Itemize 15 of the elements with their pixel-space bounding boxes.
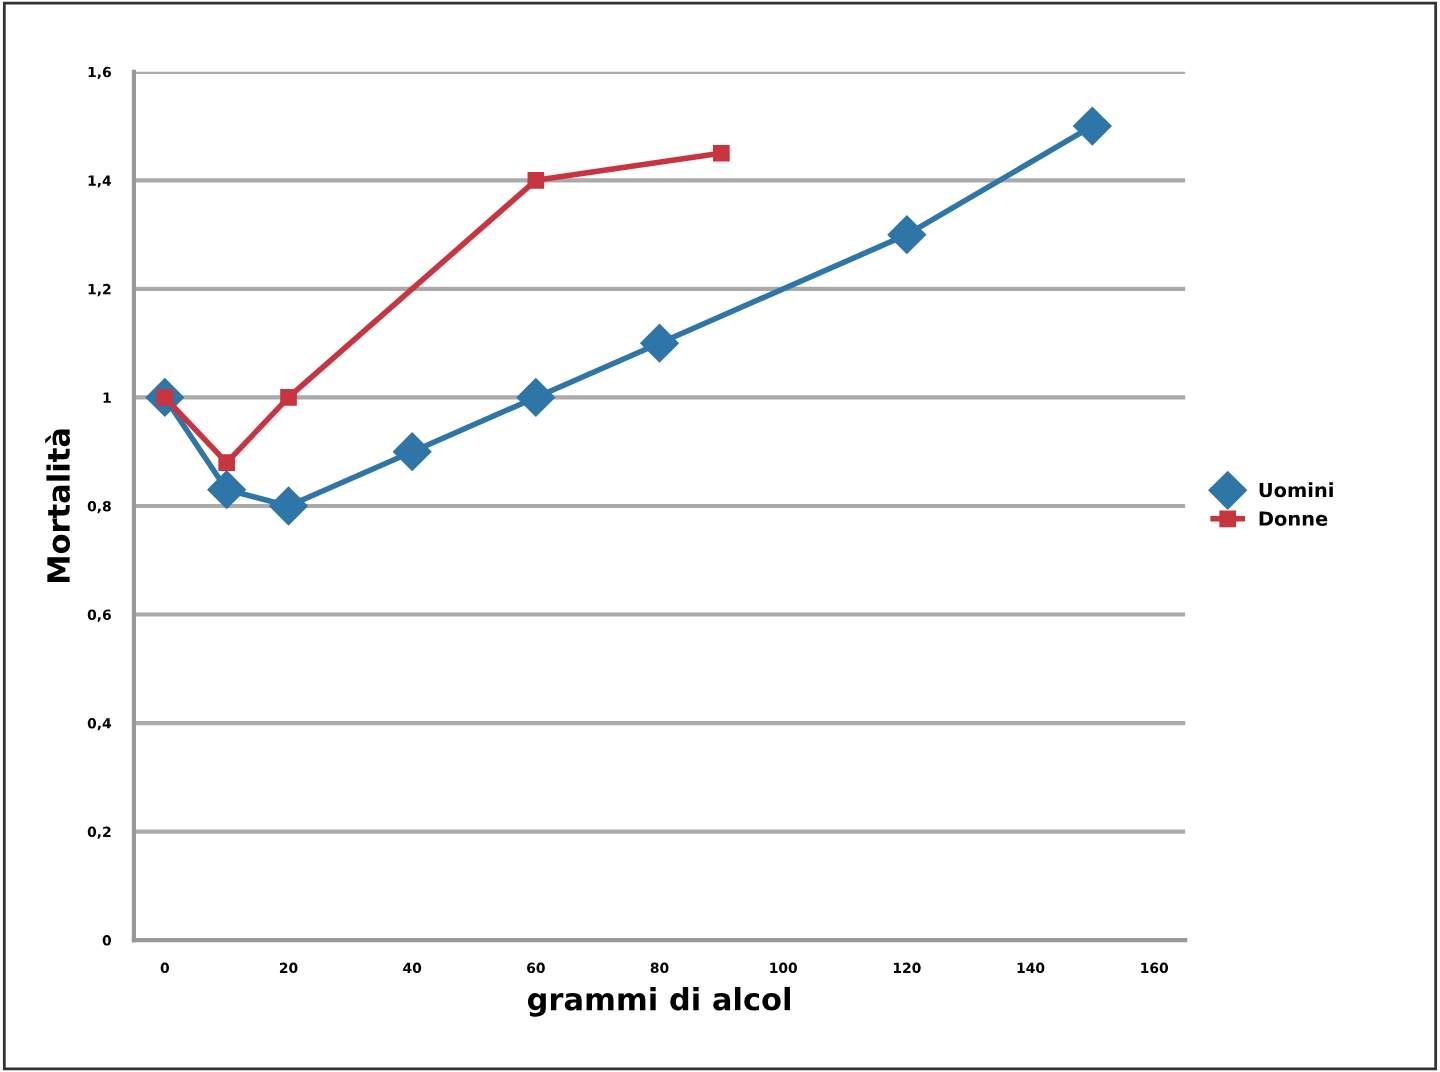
point xyxy=(527,172,545,189)
point xyxy=(207,470,246,509)
y-axis-title: Mortalità xyxy=(45,429,71,583)
point xyxy=(269,486,308,526)
point xyxy=(1073,107,1112,146)
legend-label: Uomini xyxy=(1259,482,1333,498)
point xyxy=(640,324,679,363)
point xyxy=(393,432,432,471)
point xyxy=(516,378,555,417)
x-axis-title: grammi di alcol xyxy=(527,986,790,1017)
point xyxy=(280,389,297,406)
point xyxy=(713,144,730,162)
point xyxy=(887,215,926,254)
point xyxy=(218,454,236,471)
legend-label: Donne xyxy=(1259,511,1328,526)
